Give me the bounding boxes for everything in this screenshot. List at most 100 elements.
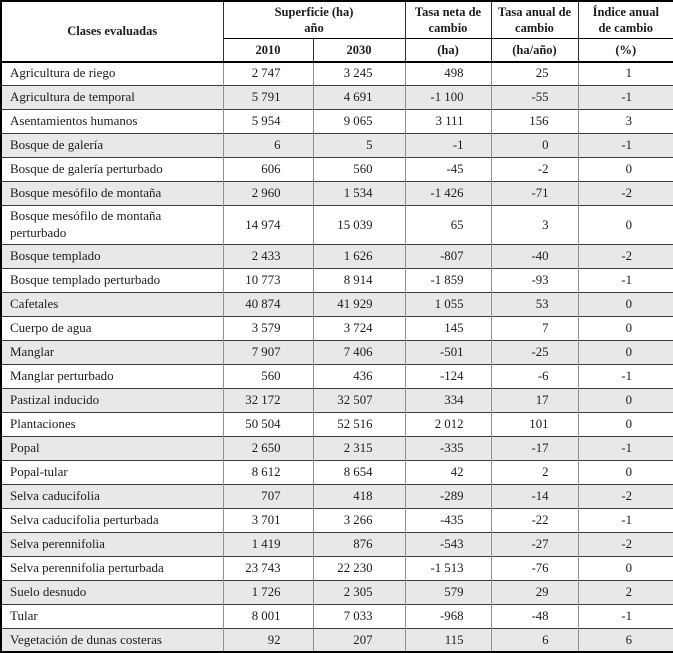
- value-cell-net-change: -45: [404, 157, 491, 182]
- table-body: Agricultura de riego 2 747 3 245 498 25 1 Agri…: [1, 60, 673, 653]
- class-label-cell: Popal-tular: [1, 459, 223, 485]
- value-cell-annual-rate: 0: [490, 133, 578, 158]
- table-row: Manglar perturbado 560 436 -124 -6 -1: [1, 363, 673, 389]
- value-cell-sup-2010: 40 874: [222, 291, 313, 317]
- value-cell-annual-rate: 101: [490, 411, 578, 437]
- value-cell-sup-2010: 560: [222, 363, 313, 389]
- table-row: Selva perennifolia 1 419 876 -543 -27 -2: [1, 531, 673, 557]
- value-cell-net-change: 334: [404, 387, 491, 413]
- value-cell-sup-2010: 23 743: [222, 555, 313, 581]
- col-header-annual-index-unit: (%): [577, 38, 673, 62]
- value-cell-annual-rate: -55: [490, 85, 578, 110]
- value-cell-sup-2010: 1 726: [222, 579, 313, 605]
- table-row: Plantaciones 50 504 52 516 2 012 101 0: [1, 411, 673, 437]
- header-row-sub: 2010 2030 (ha) (ha/año) (%): [1, 38, 673, 62]
- value-cell-annual-index: 6: [577, 627, 673, 653]
- value-cell-annual-rate: -93: [490, 267, 578, 293]
- table-row: Selva perennifolia perturbada 23 743 22 23…: [1, 555, 673, 581]
- value-cell-annual-rate: -27: [490, 531, 578, 557]
- col-header-classes: Clases evaluadas: [1, 1, 223, 62]
- value-cell-sup-2010: 7 907: [222, 339, 313, 365]
- value-cell-annual-index: -1: [577, 85, 673, 110]
- table-row: Bosque mesófilo de montaña 2 960 1 534 -1 4…: [1, 181, 673, 206]
- table-row: Cuerpo de agua 3 579 3 724 145 7 0: [1, 315, 673, 341]
- class-label-cell: Asentamientos humanos: [1, 109, 223, 134]
- value-cell-sup-2010: 707: [222, 483, 313, 509]
- value-cell-sup-2010: 2 960: [222, 181, 313, 206]
- value-cell-net-change: -1 859: [404, 267, 491, 293]
- value-cell-annual-rate: -40: [490, 243, 578, 269]
- value-cell-sup-2030: 560: [312, 157, 405, 182]
- value-cell-annual-rate: -2: [490, 157, 578, 182]
- value-cell-net-change: -335: [404, 435, 491, 461]
- value-cell-net-change: 115: [404, 627, 491, 653]
- value-cell-sup-2030: 436: [312, 363, 405, 389]
- value-cell-annual-index: -1: [577, 435, 673, 461]
- value-cell-annual-rate: 7: [490, 315, 578, 341]
- value-cell-annual-index: 0: [577, 157, 673, 182]
- table-row: Vegetación de dunas costeras 92 207 115 6 6: [1, 627, 673, 653]
- table-row: Popal-tular 8 612 8 654 42 2 0: [1, 459, 673, 485]
- value-cell-sup-2010: 50 504: [222, 411, 313, 437]
- value-cell-net-change: -1: [404, 133, 491, 158]
- value-cell-sup-2030: 876: [312, 531, 405, 557]
- value-cell-annual-index: 2: [577, 579, 673, 605]
- class-label-cell: Manglar: [1, 339, 223, 365]
- table-row: Selva caducifolia perturbada 3 701 3 266 -4…: [1, 507, 673, 533]
- value-cell-annual-rate: 2: [490, 459, 578, 485]
- value-cell-sup-2030: 2 305: [312, 579, 405, 605]
- value-cell-annual-rate: 3: [490, 205, 578, 245]
- value-cell-annual-rate: 17: [490, 387, 578, 413]
- value-cell-sup-2010: 92: [222, 627, 313, 653]
- value-cell-net-change: -1 426: [404, 181, 491, 206]
- value-cell-sup-2010: 8 612: [222, 459, 313, 485]
- value-cell-annual-index: -1: [577, 267, 673, 293]
- value-cell-annual-index: 0: [577, 315, 673, 341]
- header-row-top: Clases evaluadas Superficie (ha) año Tas…: [1, 1, 673, 62]
- table-row: Asentamientos humanos 5 954 9 065 3 111 156 3: [1, 109, 673, 134]
- value-cell-annual-index: 3: [577, 109, 673, 134]
- value-cell-sup-2010: 2 433: [222, 243, 313, 269]
- class-label-cell: Bosque mesófilo de montaña: [1, 181, 223, 206]
- value-cell-annual-index: -1: [577, 133, 673, 158]
- value-cell-sup-2030: 3 724: [312, 315, 405, 341]
- value-cell-net-change: -435: [404, 507, 491, 533]
- value-cell-sup-2030: 1 626: [312, 243, 405, 269]
- table-row: Tular 8 001 7 033 -968 -48 -1: [1, 603, 673, 629]
- value-cell-sup-2030: 32 507: [312, 387, 405, 413]
- value-cell-net-change: 145: [404, 315, 491, 341]
- class-label-cell: Bosque mesófilo de montaña perturbado: [1, 205, 223, 245]
- class-label-cell: Selva perennifolia perturbada: [1, 555, 223, 581]
- value-cell-sup-2010: 6: [222, 133, 313, 158]
- class-label-cell: Selva perennifolia: [1, 531, 223, 557]
- value-cell-annual-rate: -25: [490, 339, 578, 365]
- table-row: Bosque de galería perturbado 606 560 -45 -2 0: [1, 157, 673, 182]
- value-cell-sup-2030: 9 065: [312, 109, 405, 134]
- table-row: Agricultura de temporal 5 791 4 691 -1 100-…: [1, 85, 673, 110]
- class-label-cell: Cuerpo de agua: [1, 315, 223, 341]
- table-row: Cafetales 40 874 41 929 1 055 53 0: [1, 291, 673, 317]
- value-cell-sup-2030: 7 406: [312, 339, 405, 365]
- value-cell-sup-2030: 22 230: [312, 555, 405, 581]
- value-cell-annual-rate: -6: [490, 363, 578, 389]
- table-row: Bosque de galería 6 5 -1 0 -1: [1, 133, 673, 158]
- value-cell-sup-2010: 5 954: [222, 109, 313, 134]
- class-label-cell: Plantaciones: [1, 411, 223, 437]
- table-row: Manglar 7 907 7 406 -501 -25 0: [1, 339, 673, 365]
- class-label-cell: Bosque de galería perturbado: [1, 157, 223, 182]
- value-cell-sup-2010: 5 791: [222, 85, 313, 110]
- value-cell-annual-rate: -17: [490, 435, 578, 461]
- value-cell-sup-2010: 8 001: [222, 603, 313, 629]
- value-cell-net-change: -501: [404, 339, 491, 365]
- value-cell-sup-2010: 32 172: [222, 387, 313, 413]
- value-cell-annual-index: -1: [577, 363, 673, 389]
- table-row: Suelo desnudo 1 726 2 305 579 29 2: [1, 579, 673, 605]
- value-cell-sup-2030: 3 245: [312, 60, 405, 86]
- col-header-annual-rate: Tasa anual de cambio: [490, 1, 578, 39]
- col-header-annual-index: Índice anual de cambio: [577, 1, 673, 39]
- value-cell-net-change: -1 100: [404, 85, 491, 110]
- value-cell-sup-2010: 606: [222, 157, 313, 182]
- class-label-cell: Vegetación de dunas costeras: [1, 627, 223, 653]
